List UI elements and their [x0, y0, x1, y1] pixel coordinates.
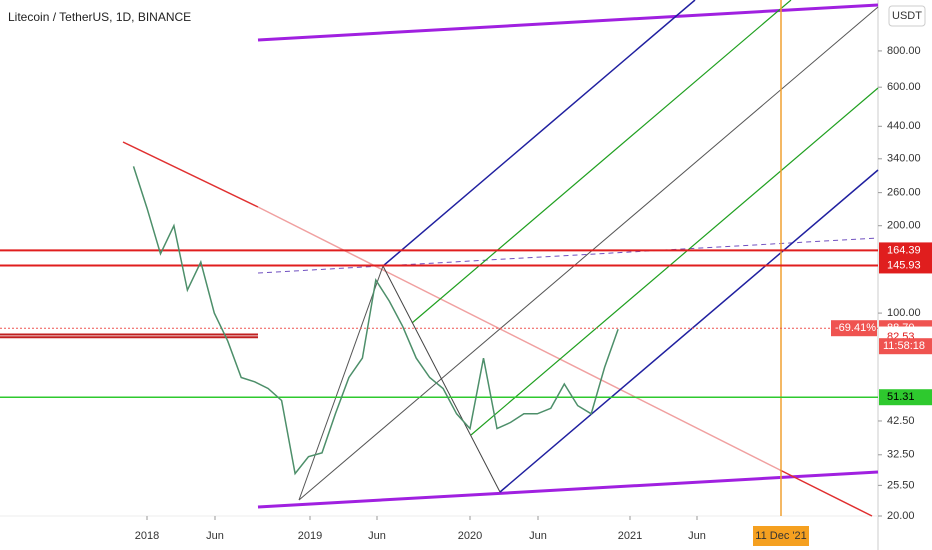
price-tick-label: 42.50 [887, 415, 915, 427]
change-label: -69.41% [835, 322, 876, 334]
price-marker-label: 145.93 [887, 259, 921, 271]
currency-button[interactable] [888, 5, 926, 27]
price-marker-label: 164.39 [887, 244, 921, 256]
channel-line [257, 470, 879, 509]
channel-line [257, 3, 879, 42]
change-box [831, 320, 877, 337]
price-tick-label: 100.00 [887, 307, 921, 319]
time-tick-label: 2021 [618, 530, 642, 542]
price-marker-box [879, 242, 932, 259]
cursor-label-box [753, 526, 809, 546]
price-marker-box [879, 257, 932, 274]
price-tick-label: 340.00 [887, 153, 921, 165]
trend-line [122, 141, 259, 208]
pitchfork-line [382, 0, 696, 267]
price-marker-box [879, 389, 932, 406]
pitchfork-handle [298, 265, 384, 501]
time-tick-label: 2019 [298, 530, 322, 542]
pitchfork-line [411, 0, 792, 324]
price-tick-label: 25.50 [887, 479, 915, 491]
countdown-box [879, 338, 932, 355]
price-tick-label: 200.00 [887, 220, 921, 232]
price-marker-label: 51.31 [887, 391, 915, 403]
currency-label[interactable]: USDT [892, 10, 922, 22]
price-tick-label: 20.00 [887, 510, 915, 522]
price-line [132, 166, 619, 476]
pitchfork-handle [382, 265, 501, 493]
price-tick-label: 32.50 [887, 449, 915, 461]
trend-line [779, 469, 873, 517]
dashed-line [257, 237, 879, 274]
time-tick-label: Jun [688, 530, 706, 542]
time-tick-label: Jun [206, 530, 224, 542]
pitchfork-line [470, 87, 879, 436]
time-tick-label: 2020 [458, 530, 482, 542]
cursor-label: 11 Dec '21 [755, 530, 806, 542]
price-tick-label: 260.00 [887, 187, 921, 199]
countdown-label: 11:58:18 [883, 340, 925, 352]
price-tick-label: 440.00 [887, 120, 921, 132]
time-tick-label: 2018 [135, 530, 159, 542]
time-tick-label: Jun [529, 530, 547, 542]
price-tick-label: 800.00 [887, 45, 921, 57]
time-tick-label: Jun [368, 530, 386, 542]
pitchfork-line [499, 169, 879, 493]
price-tick-label: 600.00 [887, 81, 921, 93]
symbol-title: Litecoin / TetherUS, 1D, BINANCE [8, 10, 191, 24]
